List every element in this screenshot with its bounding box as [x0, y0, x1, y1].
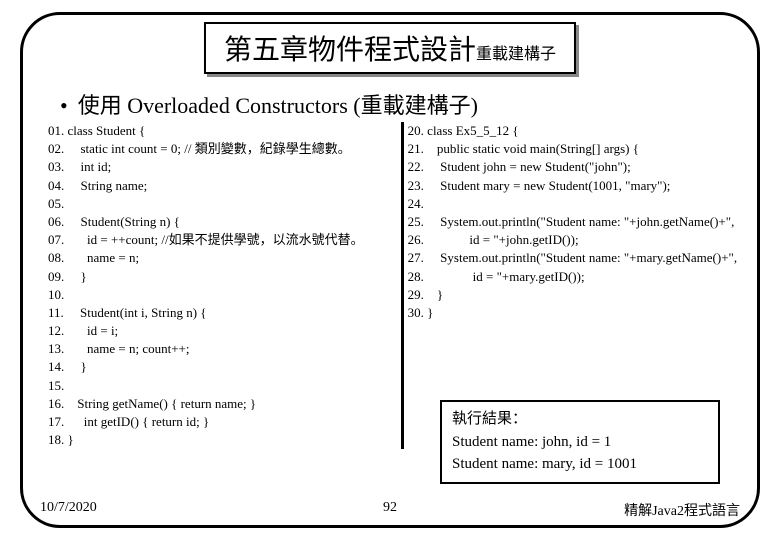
bullet-text: 使用 Overloaded Constructors (重載建構子) [78, 93, 478, 118]
result-line-2: Student name: mary, id = 1001 [452, 453, 708, 476]
bullet-icon: • [60, 93, 68, 119]
footer-date: 10/7/2020 [40, 500, 97, 520]
result-title: 執行結果： [452, 408, 708, 431]
result-line-1: Student name: john, id = 1 [452, 431, 708, 454]
chapter-subtitle: 重載建構子 [476, 46, 556, 63]
chapter-title: 第五章物件程式設計 [224, 35, 476, 66]
bullet-heading: • 使用 Overloaded Constructors (重載建構子) [60, 88, 478, 120]
footer-page: 92 [383, 500, 397, 516]
footer: 10/7/2020 92 精解Java2程式語言 [40, 500, 740, 520]
title-box: 第五章物件程式設計重載建構子 [204, 22, 576, 74]
footer-book: 精解Java2程式語言 [624, 500, 740, 520]
code-left-column: 01. class Student { 02. static int count… [48, 122, 404, 449]
result-box: 執行結果： Student name: john, id = 1 Student… [440, 400, 720, 484]
